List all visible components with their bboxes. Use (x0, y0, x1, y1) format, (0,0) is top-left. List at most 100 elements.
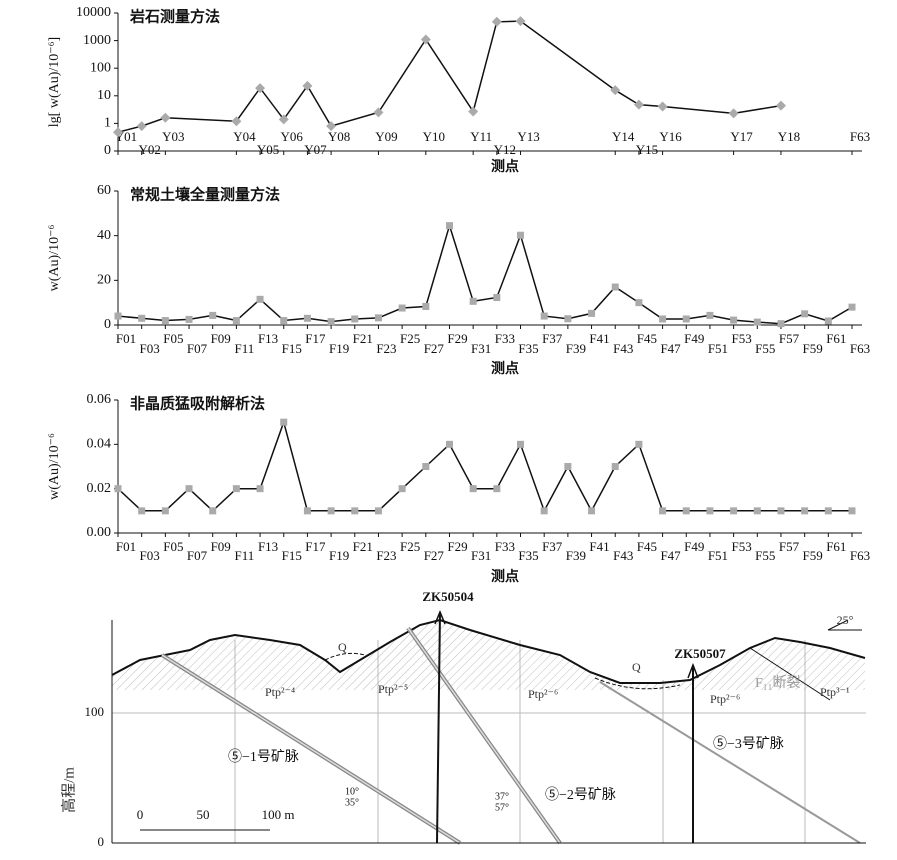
x-tick-label: F19 (329, 341, 349, 356)
x-tick-label: Y06 (281, 129, 304, 144)
marker (114, 485, 122, 493)
x-tick-label: F63 (850, 129, 870, 144)
marker (659, 315, 667, 323)
y-tick-label: 10 (97, 88, 111, 103)
marker (491, 16, 502, 27)
x-tick-label: F37 (542, 539, 563, 554)
y-tick-label: 100 (85, 704, 105, 719)
x-tick-label: Y07 (304, 142, 327, 157)
angle-label: 35° (345, 797, 359, 808)
vein (407, 627, 561, 844)
marker (610, 85, 621, 96)
vein-label: ⑤−1号矿脉 (228, 749, 299, 765)
marker (351, 507, 359, 515)
x-tick-label: F21 (353, 539, 373, 554)
marker (706, 311, 714, 319)
marker (303, 507, 311, 515)
x-tick-label: F11 (235, 548, 255, 563)
x-tick-label: F53 (731, 539, 751, 554)
x-tick-label: F33 (495, 539, 515, 554)
x-tick-label: F17 (305, 331, 326, 346)
marker (161, 317, 169, 325)
x-tick-label: F35 (518, 548, 538, 563)
marker (280, 317, 288, 325)
x-tick-label: Y13 (517, 129, 539, 144)
x-tick-label: F15 (282, 341, 302, 356)
y-tick-label: 100 (90, 60, 111, 75)
x-tick-label: F23 (376, 341, 396, 356)
marker (706, 507, 714, 515)
x-tick-label: Y12 (494, 142, 516, 157)
data-line (117, 419, 852, 513)
marker (422, 302, 430, 310)
marker (517, 440, 525, 448)
arrow (434, 610, 446, 625)
marker (588, 507, 596, 515)
marker (730, 507, 738, 515)
x-tick-label: F39 (566, 341, 586, 356)
x-tick-label: Y04 (233, 129, 256, 144)
y-tick-label: 0.04 (87, 437, 112, 452)
vein-label: ⑤−2号矿脉 (545, 787, 616, 803)
x-tick-label: F09 (211, 331, 231, 346)
y-axis-label: w(Au)/10⁻⁶ (47, 433, 62, 500)
marker (848, 507, 856, 515)
x-tick-label: F49 (684, 539, 704, 554)
marker (113, 127, 123, 138)
x-tick-label: Y11 (470, 129, 492, 144)
marker (775, 100, 786, 111)
marker (278, 114, 289, 125)
marker (611, 283, 619, 291)
marker (659, 507, 667, 515)
marker (326, 121, 337, 132)
vein (161, 654, 461, 844)
marker (564, 463, 572, 470)
x-tick-label: F27 (424, 548, 445, 563)
marker (540, 312, 548, 320)
x-tick-label: F13 (258, 331, 278, 346)
fault (749, 647, 831, 701)
marker (753, 507, 761, 515)
x-tick-label: F03 (140, 341, 160, 356)
marker (682, 507, 690, 515)
marker (824, 507, 832, 515)
x-tick-label: F11 (235, 341, 255, 356)
x-tick-label: F05 (163, 331, 183, 346)
marker (801, 507, 809, 515)
chart-title: 岩石测量方法 (129, 7, 220, 25)
x-tick-label: Y14 (612, 129, 635, 144)
marker (777, 320, 785, 328)
marker (232, 485, 240, 493)
y-tick-label: 40 (97, 228, 111, 243)
marker (138, 314, 146, 322)
angle-label: 10° (345, 786, 359, 797)
x-tick-label: F19 (329, 548, 349, 563)
x-tick-label: F47 (660, 548, 681, 563)
scale-label: 100 m (262, 807, 295, 822)
x-tick-label: F33 (495, 331, 515, 346)
x-tick-label: F61 (826, 331, 846, 346)
chart-title: 非晶质猛吸附解析法 (130, 394, 265, 412)
y-axis-label: w(Au)/10⁻⁶ (47, 225, 62, 292)
marker (657, 101, 668, 112)
x-tick-label: Y18 (778, 129, 800, 144)
drill-label: ZK50507 (674, 646, 726, 661)
marker (256, 295, 264, 303)
marker (493, 294, 501, 302)
x-axis-label: 测点 (491, 158, 519, 175)
x-tick-label: F51 (708, 548, 728, 563)
x-tick-label: Y16 (659, 129, 682, 144)
vein (599, 681, 861, 844)
y-tick-label: 0.02 (87, 481, 112, 496)
y-label: 高程/m (60, 767, 77, 813)
x-tick-label: F51 (708, 341, 728, 356)
x-tick-label: F03 (140, 548, 160, 563)
x-tick-label: F31 (471, 548, 491, 563)
x-tick-label: F45 (637, 331, 657, 346)
x-axis-label: 测点 (491, 568, 519, 585)
marker (468, 106, 479, 117)
dip-sign (827, 619, 849, 631)
marker (398, 485, 406, 493)
marker (114, 312, 122, 320)
